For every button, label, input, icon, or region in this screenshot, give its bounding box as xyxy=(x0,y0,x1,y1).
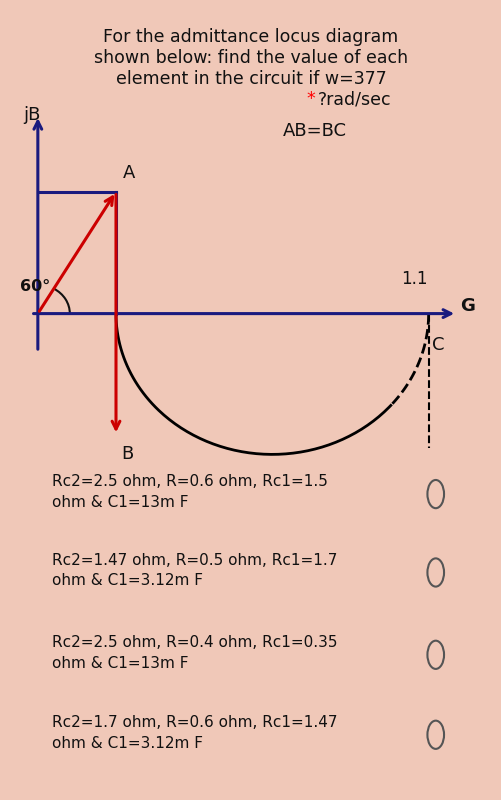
Text: A: A xyxy=(123,164,135,182)
Text: 60°: 60° xyxy=(20,279,50,294)
Text: Rc2=1.7 ohm, R=0.6 ohm, Rc1=1.47
ohm & C1=3.12m F: Rc2=1.7 ohm, R=0.6 ohm, Rc1=1.47 ohm & C… xyxy=(52,715,337,750)
Text: element in the circuit if w=377: element in the circuit if w=377 xyxy=(115,70,386,88)
Text: AB=BC: AB=BC xyxy=(283,122,346,139)
Text: ?rad/sec: ?rad/sec xyxy=(317,90,391,108)
Text: shown below: find the value of each: shown below: find the value of each xyxy=(94,49,407,66)
Text: jB: jB xyxy=(24,106,41,123)
Text: G: G xyxy=(460,297,474,314)
Text: 1.1: 1.1 xyxy=(400,270,427,288)
Text: Rc2=2.5 ohm, R=0.4 ohm, Rc1=0.35
ohm & C1=13m F: Rc2=2.5 ohm, R=0.4 ohm, Rc1=0.35 ohm & C… xyxy=(52,635,337,670)
Text: Rc2=1.47 ohm, R=0.5 ohm, Rc1=1.7
ohm & C1=3.12m F: Rc2=1.47 ohm, R=0.5 ohm, Rc1=1.7 ohm & C… xyxy=(52,553,337,588)
Text: B: B xyxy=(121,445,133,462)
Text: Rc2=2.5 ohm, R=0.6 ohm, Rc1=1.5
ohm & C1=13m F: Rc2=2.5 ohm, R=0.6 ohm, Rc1=1.5 ohm & C1… xyxy=(52,474,328,510)
Text: *: * xyxy=(306,90,315,108)
Text: C: C xyxy=(431,336,444,354)
Text: For the admittance locus diagram: For the admittance locus diagram xyxy=(103,27,398,46)
